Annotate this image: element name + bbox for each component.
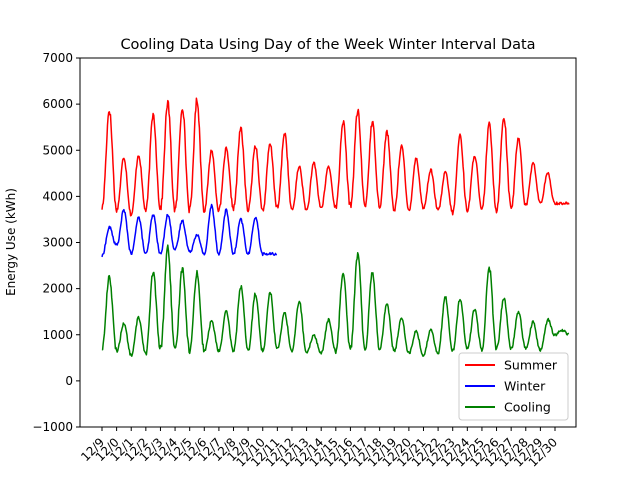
series-line-cooling (101, 244, 570, 357)
y-tick-label: 6000 (42, 97, 73, 111)
series-line-winter (101, 203, 278, 258)
y-tick-label: 4000 (42, 189, 73, 203)
legend-label-winter: Winter (504, 379, 546, 394)
legend-label-summer: Summer (504, 358, 558, 373)
y-tick-label: 1000 (42, 328, 73, 342)
y-axis: −1000 0 1000 2000 3000 4000 5000 6000 7000 (32, 51, 80, 434)
y-tick-label: 5000 (42, 143, 73, 157)
legend-label-cooling: Cooling (504, 400, 551, 415)
legend: Summer Winter Cooling (458, 352, 569, 421)
y-tick-label: −1000 (32, 420, 73, 434)
legend-frame (458, 352, 569, 421)
plot-lines (101, 97, 570, 357)
series-line-summer (101, 97, 570, 217)
chart-title: Cooling Data Using Day of the Week Winte… (120, 37, 535, 53)
y-tick-label: 7000 (42, 51, 73, 65)
y-tick-label: 2000 (42, 282, 73, 296)
y-tick-label: 3000 (42, 236, 73, 250)
y-axis-label: Energy Use (kWh) (4, 188, 18, 296)
y-tick-label: 0 (65, 374, 73, 388)
